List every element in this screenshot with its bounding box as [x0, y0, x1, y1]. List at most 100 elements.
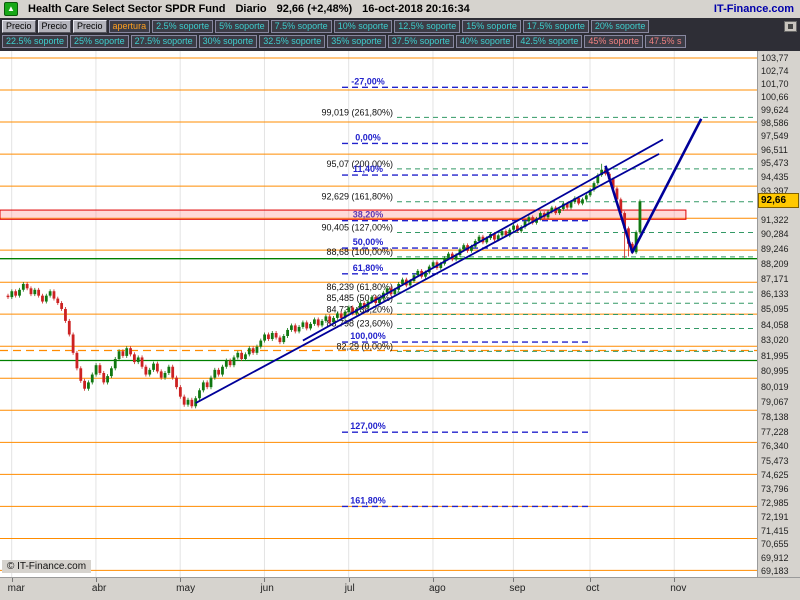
- price-axis-label: 71,415: [761, 525, 789, 536]
- tab-47.5-s[interactable]: 47.5% s: [644, 35, 686, 48]
- candle-body: [447, 253, 450, 258]
- price-axis-label: 89,246: [761, 243, 789, 254]
- candle-body: [538, 213, 542, 219]
- price-axis-label: 77,228: [761, 426, 789, 437]
- price-axis-label: 87,171: [761, 273, 789, 284]
- itfinance-link[interactable]: IT-Finance.com: [713, 3, 794, 15]
- tab-precio[interactable]: Precio: [73, 20, 107, 33]
- fib-retracement-label: 161,80%: [350, 495, 386, 505]
- candle-body: [439, 263, 443, 269]
- fib-retracement-label: 0,00%: [355, 132, 381, 142]
- candle-body: [293, 325, 297, 332]
- price-axis-label: 103,77: [761, 53, 789, 64]
- tab-37.5-soporte[interactable]: 37.5% soporte: [387, 35, 454, 48]
- candle-body: [301, 322, 305, 327]
- tab-45-soporte[interactable]: 45% soporte: [584, 35, 643, 48]
- chart-canvas[interactable]: 99,019 (261,80%) 95,07 (200,00%) 92,629 (1…: [0, 51, 757, 577]
- candle-body: [163, 372, 167, 378]
- candle-body: [408, 281, 412, 286]
- tab-15-soporte[interactable]: 15% soporte: [462, 20, 521, 33]
- price-axis-label: 72,985: [761, 498, 789, 509]
- candle-body: [305, 322, 309, 329]
- candle-body: [351, 307, 355, 314]
- projection-line[interactable]: [604, 118, 703, 254]
- tab-25-soporte[interactable]: 25% soporte: [70, 35, 129, 48]
- candle-body: [596, 175, 600, 184]
- tab-42.5-soporte[interactable]: 42.5% soporte: [516, 35, 583, 48]
- candle-body: [79, 368, 83, 381]
- candle-body: [136, 357, 140, 363]
- tab-2.5-soporte[interactable]: 2.5% soporte: [152, 20, 214, 33]
- month-label: mar: [7, 583, 25, 594]
- candle-body: [110, 368, 113, 377]
- resistance-band[interactable]: [0, 209, 687, 220]
- candle-body: [504, 231, 508, 236]
- time-axis[interactable]: mar abr may jun jul ago sep oct nov: [0, 577, 757, 598]
- price-axis-label: 69,912: [761, 552, 789, 563]
- tab-precio[interactable]: Precio: [2, 20, 36, 33]
- candle-body: [328, 316, 332, 323]
- candle-body: [217, 369, 221, 375]
- candle-body: [454, 255, 458, 260]
- candle-body: [182, 396, 186, 405]
- candle-body: [167, 366, 171, 373]
- app-logo-icon: ▲: [4, 2, 18, 16]
- fib-extension-label: 86,239 (61,80%): [326, 282, 393, 292]
- candle-body: [90, 374, 94, 383]
- tab-32.5-soporte[interactable]: 32.5% soporte: [259, 35, 326, 48]
- candle-body: [393, 289, 397, 295]
- candle-body: [10, 291, 14, 298]
- tab-10-soporte[interactable]: 10% soporte: [333, 20, 393, 33]
- candle-body: [125, 348, 129, 356]
- tab-20-soporte[interactable]: 20% soporte: [590, 20, 650, 33]
- month-label: may: [176, 583, 196, 594]
- candle-body: [531, 217, 535, 223]
- candle-body: [60, 303, 64, 309]
- tab-12.5-soporte[interactable]: 12.5% soporte: [394, 20, 461, 33]
- price-axis-label: 73,796: [761, 484, 789, 495]
- panel-options-button[interactable]: [784, 21, 797, 32]
- candle-body: [496, 235, 500, 240]
- tab-22.5-soporte[interactable]: 22.5% soporte: [2, 35, 69, 48]
- price-axis[interactable]: 103,77 102,74 101,70 100,66 99,624 98,586 97,5…: [757, 51, 800, 577]
- price-axis-label: 83,020: [761, 335, 789, 346]
- candle-body: [18, 289, 21, 296]
- candle-body: [527, 217, 531, 222]
- candle-body: [41, 295, 44, 302]
- trend-line[interactable]: [195, 153, 660, 404]
- last-quote: 92,66 (+2,48%): [276, 3, 353, 15]
- candle-body: [611, 179, 615, 189]
- candle-body: [565, 203, 569, 208]
- trend-line[interactable]: [302, 138, 664, 342]
- candle-body: [485, 238, 489, 243]
- tab-apertura[interactable]: apertura: [108, 20, 151, 33]
- fib-extension-label: 82,29 (0,00%): [336, 341, 393, 351]
- tab-30-soporte[interactable]: 30% soporte: [198, 35, 258, 48]
- price-axis-label: 85,095: [761, 304, 789, 315]
- tab-7.5-soporte[interactable]: 7.5% soporte: [270, 20, 332, 33]
- candle-body: [190, 399, 194, 407]
- month-tick: [11, 578, 13, 582]
- tab-5-soporte[interactable]: 5% soporte: [215, 20, 269, 33]
- candle-body: [155, 363, 159, 372]
- candle-body: [144, 366, 148, 375]
- candle-body: [592, 183, 596, 190]
- candle-body: [309, 323, 312, 329]
- tab-35-soporte[interactable]: 35% soporte: [327, 35, 386, 48]
- tab-17.5-soporte[interactable]: 17.5% soporte: [522, 20, 589, 33]
- candle-body: [21, 283, 25, 290]
- fib-extension-label: 95,07 (200,00%): [326, 159, 393, 169]
- candle-body: [14, 291, 18, 296]
- fib-extension-label: 99,019 (261,80%): [321, 107, 393, 117]
- tab-40-soporte[interactable]: 40% soporte: [455, 35, 515, 48]
- candle-body: [171, 366, 175, 378]
- fib-extension-label: 92,629 (161,80%): [321, 192, 393, 202]
- candle-body: [186, 399, 190, 405]
- candle-body: [362, 303, 366, 308]
- candle-body: [270, 332, 274, 340]
- candle-body: [286, 329, 289, 337]
- month-tick: [432, 578, 434, 582]
- tab-27.5-soporte[interactable]: 27.5% soporte: [130, 35, 197, 48]
- tab-precio[interactable]: Precio: [37, 20, 72, 33]
- price-axis-label: 80,995: [761, 366, 789, 377]
